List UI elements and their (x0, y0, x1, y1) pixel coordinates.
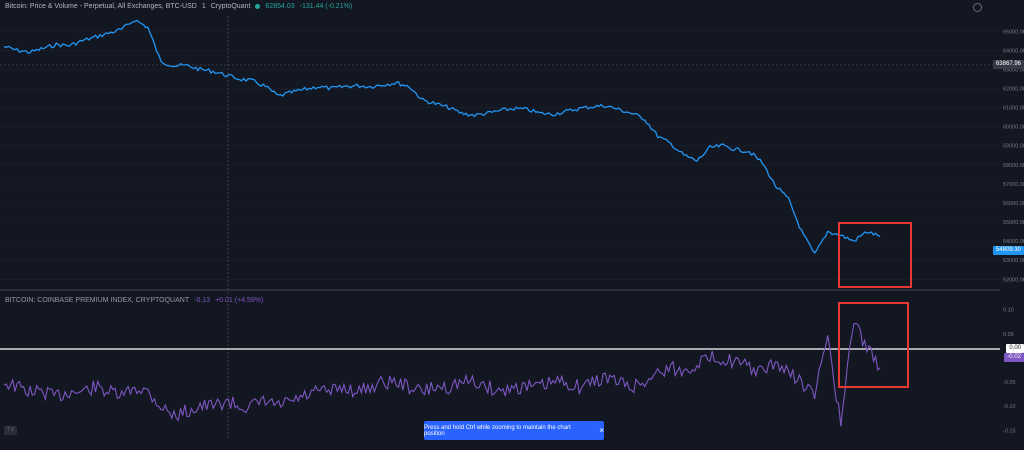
zoom-hint-toast: Press and hold Ctrl while zooming to mai… (424, 421, 604, 440)
price-axis-tick-label: 57000.00 (1003, 182, 1024, 188)
settings-gear-icon[interactable] (973, 3, 982, 12)
zero-line-label: 0.00 (1006, 344, 1024, 353)
price-axis-tick-label: 58000.00 (1003, 163, 1024, 169)
price-legend-value: 62854.03 (265, 3, 295, 10)
last-price-label: 54809.30 (992, 246, 1024, 255)
price-legend-title: Bitcoin: Price & Volume - Perpetual, All… (5, 3, 197, 10)
premium-legend-change: +0.01 (+4.59%) (215, 297, 264, 304)
price-legend-source: CryptoQuant (210, 3, 251, 10)
price-legend: Bitcoin: Price & Volume - Perpetual, All… (5, 3, 352, 10)
grid-lines (0, 30, 1000, 280)
premium-current-label: -0.02 (1004, 353, 1024, 362)
toast-close-icon[interactable]: × (599, 426, 604, 435)
price-axis-tick-label: 52000.00 (1003, 277, 1024, 283)
status-dot-icon (255, 4, 261, 9)
premium-series-line (3, 322, 881, 427)
price-axis-tick-label: 53000.00 (1003, 258, 1024, 264)
premium-axis-tick-label: -0.05 (1003, 380, 1016, 386)
price-series-line (3, 19, 881, 254)
premium-axis-tick-label: -0.15 (1003, 428, 1016, 434)
price-axis: 65000.00 64000.00 63000.00 62000.00 61000.00… (1003, 29, 1024, 283)
price-axis-tick-label: 64000.00 (1003, 48, 1024, 54)
price-axis-tick-label: 61000.00 (1003, 106, 1024, 112)
price-axis-tick-label: 63000.00 (1003, 67, 1024, 73)
price-legend-interval: 1 (201, 3, 206, 10)
tradingview-logo-icon[interactable]: TV (4, 426, 17, 435)
price-axis-tick-label: 55000.00 (1003, 220, 1024, 226)
highlight-box-price (838, 222, 912, 288)
crosshair-price-label: 63867.96 (992, 60, 1024, 69)
price-axis-tick-label: 59000.00 (1003, 144, 1024, 150)
toast-message: Press and hold Ctrl while zooming to mai… (424, 424, 571, 437)
price-axis-tick-label: 56000.00 (1003, 201, 1024, 207)
premium-axis: 0.10 0.05 -0.05 -0.10 -0.15 (1003, 308, 1016, 435)
premium-axis-tick-label: -0.10 (1003, 404, 1016, 410)
premium-legend-value: -0.13 (194, 297, 211, 304)
premium-legend-title: BITCOIN: COINBASE PREMIUM INDEX, CRYPTOQ… (5, 297, 190, 304)
price-axis-tick-label: 54000.00 (1003, 239, 1024, 245)
premium-axis-tick-label: 0.05 (1003, 332, 1014, 338)
highlight-box-premium (838, 302, 909, 388)
premium-legend: BITCOIN: COINBASE PREMIUM INDEX, CRYPTOQ… (5, 297, 263, 304)
premium-axis-tick-label: 0.10 (1003, 308, 1014, 314)
price-legend-change: -131.44 (-0.21%) (299, 3, 353, 10)
price-axis-tick-label: 65000.00 (1003, 29, 1024, 35)
price-axis-tick-label: 60000.00 (1003, 125, 1024, 131)
price-axis-tick-label: 62000.00 (1003, 86, 1024, 92)
